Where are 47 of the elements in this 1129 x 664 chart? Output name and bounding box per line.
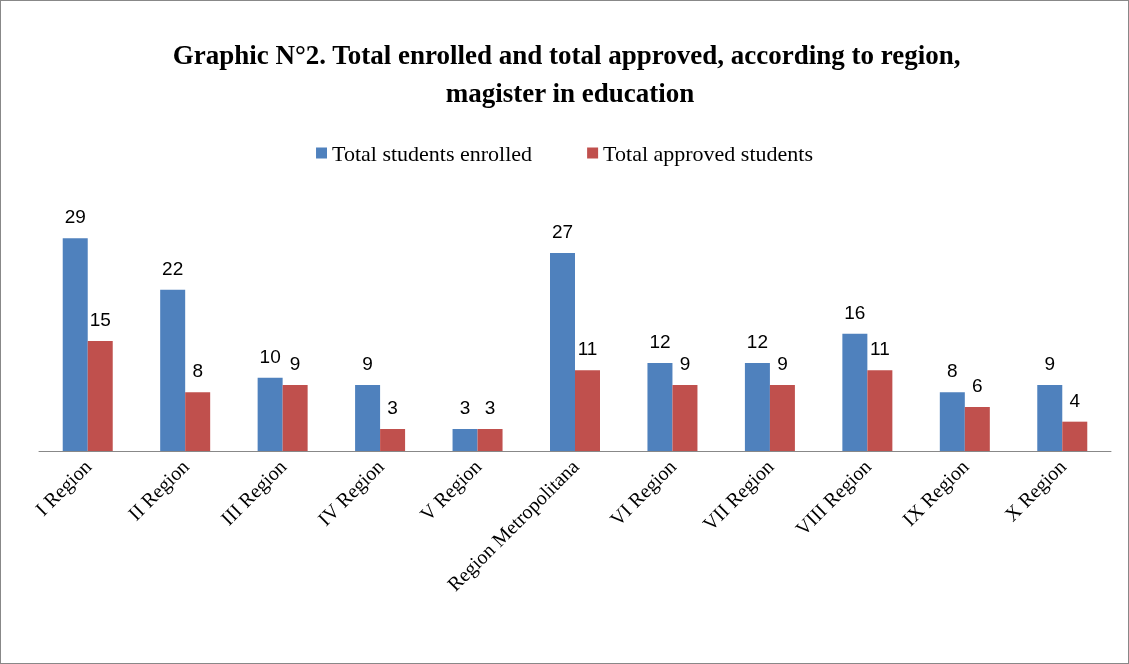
bar [575, 370, 600, 451]
data-label: 3 [484, 397, 496, 418]
bar [842, 333, 868, 451]
bar [62, 238, 88, 451]
legend-label: Total students enrolled [332, 140, 533, 166]
bar [769, 385, 795, 451]
bar [744, 363, 770, 451]
data-label: 27 [551, 221, 574, 242]
bar [452, 429, 478, 451]
data-label: 8 [947, 360, 958, 382]
data-label: 16 [844, 301, 866, 323]
data-label: 9 [1044, 353, 1056, 374]
data-label: 11 [577, 338, 598, 360]
data-label: 3 [459, 397, 471, 418]
bar [185, 392, 211, 451]
bar [380, 429, 406, 451]
data-label: 9 [777, 353, 788, 374]
bar [160, 289, 186, 451]
data-label: 11 [870, 338, 890, 360]
bar [867, 370, 893, 451]
bar [477, 429, 503, 451]
data-label: 9 [289, 353, 301, 374]
data-label: 22 [162, 257, 184, 279]
data-label: 9 [362, 353, 373, 374]
data-label: 8 [192, 360, 203, 382]
bar [647, 363, 673, 451]
bar [964, 407, 990, 451]
data-label: 9 [679, 353, 691, 374]
data-label: 15 [89, 309, 111, 330]
bar [1062, 421, 1088, 451]
data-label: 12 [649, 331, 671, 352]
bar [355, 385, 381, 451]
bar [282, 385, 308, 451]
bar [87, 341, 113, 451]
bar [550, 253, 575, 451]
chart-title: Graphic N°2. Total enrolled and total approved, according to region, magister in education [172, 40, 968, 108]
bar [257, 377, 283, 451]
bar [1037, 385, 1063, 451]
data-label: 4 [1069, 389, 1081, 411]
data-label: 3 [387, 397, 398, 418]
data-label: 10 [259, 345, 281, 367]
data-label: 12 [746, 331, 768, 352]
legend-label: Total approved students [603, 140, 813, 166]
bar [672, 385, 698, 451]
bar [939, 392, 965, 451]
data-label: 29 [64, 206, 86, 228]
data-label: 6 [972, 375, 983, 396]
